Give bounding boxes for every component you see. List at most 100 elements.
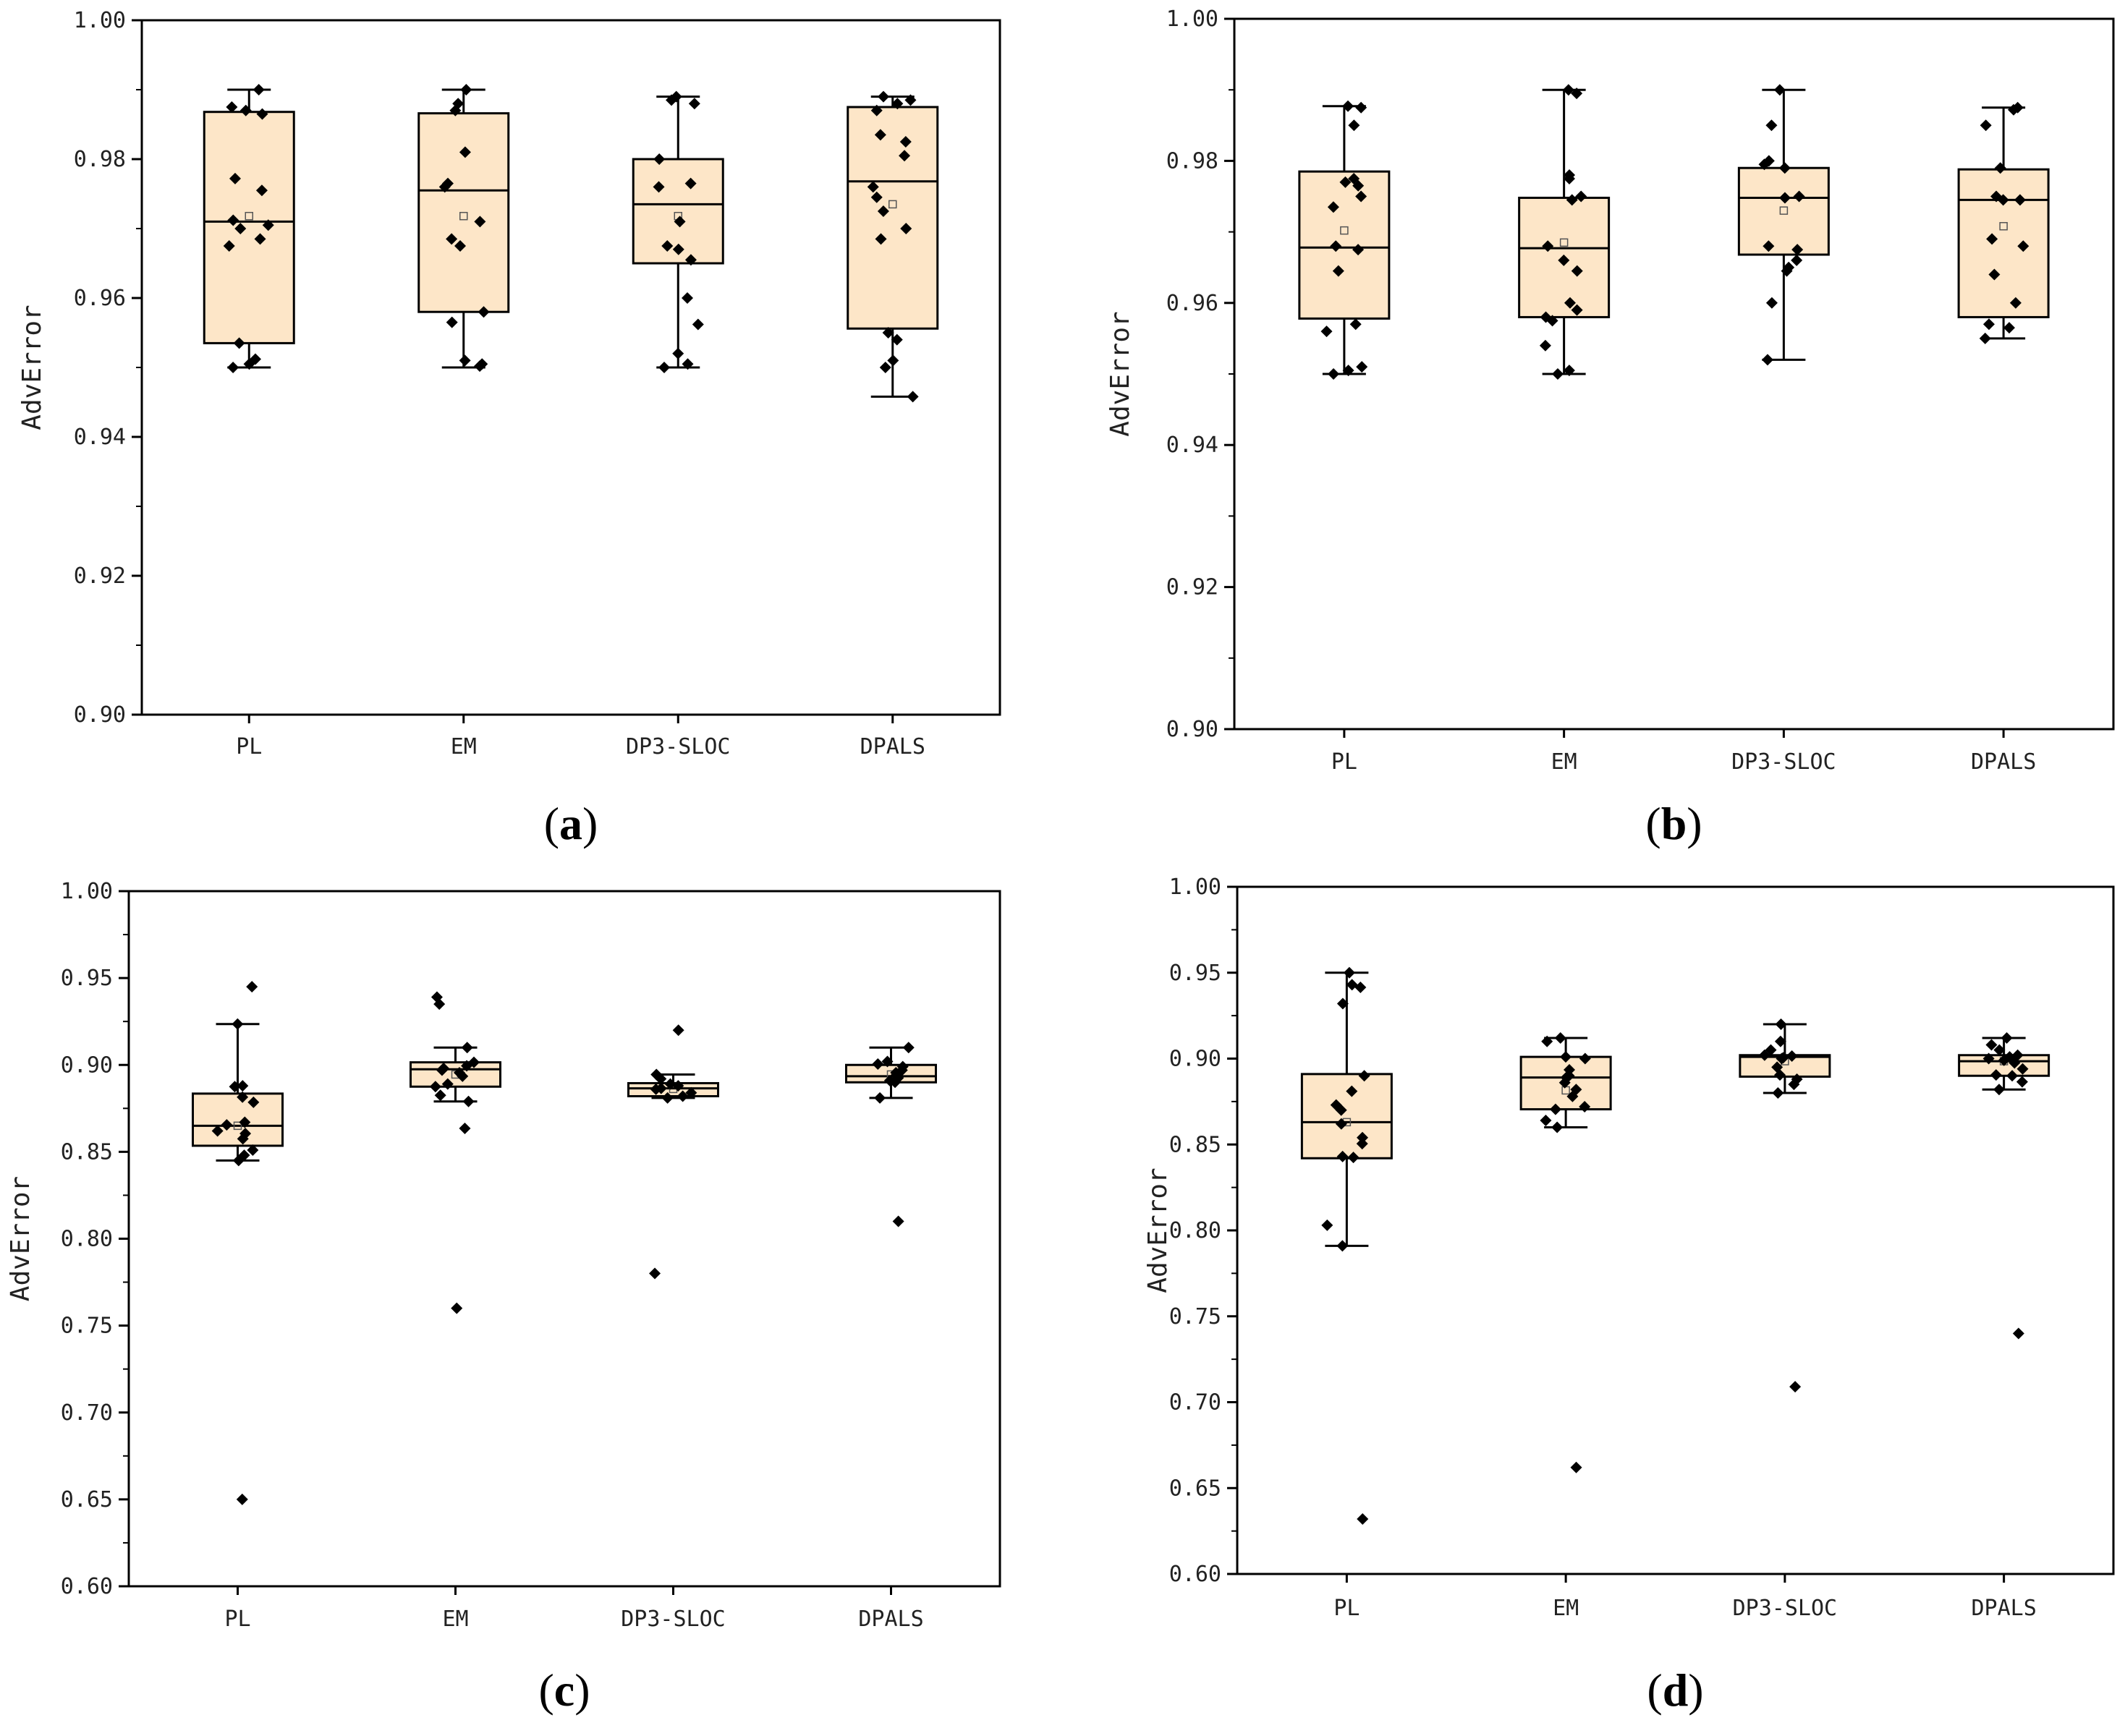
x-category-label: DP3-SLOC — [1731, 749, 1836, 775]
panel-label-letter: d — [1663, 1664, 1689, 1716]
data-point — [239, 1116, 251, 1128]
data-point — [1335, 1104, 1347, 1116]
data-point — [254, 233, 266, 245]
panel-label-letter: a — [559, 798, 582, 849]
data-point — [1336, 997, 1349, 1010]
data-point — [460, 84, 472, 95]
x-category-label: PL — [1331, 749, 1357, 775]
data-point — [459, 146, 471, 158]
data-point — [229, 172, 241, 184]
data-point — [237, 1080, 249, 1092]
data-point — [1540, 1115, 1552, 1126]
y-tick-label: 0.92 — [74, 563, 126, 589]
data-point — [878, 90, 890, 103]
data-point — [1551, 368, 1564, 380]
x-category-label: DP3-SLOC — [626, 734, 731, 760]
box-em — [417, 84, 510, 373]
data-point — [1549, 1103, 1561, 1115]
data-point — [653, 153, 666, 165]
panel-label-open: ( — [544, 798, 559, 849]
y-tick-label: 0.75 — [1169, 1304, 1221, 1329]
data-point — [446, 233, 458, 245]
box-em — [410, 991, 501, 1314]
data-point — [891, 98, 904, 110]
iqr-box — [1519, 1055, 1612, 1111]
iqr-box — [847, 106, 939, 330]
box-dpals — [1958, 1032, 2050, 1340]
data-point — [1778, 162, 1791, 174]
data-point — [223, 240, 235, 252]
data-point — [887, 354, 899, 367]
iqr-box — [1737, 166, 1830, 256]
data-point — [1354, 981, 1367, 993]
data-point — [1772, 1087, 1784, 1099]
y-axis-title: AdvError — [6, 1176, 35, 1301]
panel-label: (c) — [538, 1664, 590, 1716]
y-tick-label: 1.00 — [74, 8, 126, 33]
data-point — [661, 1092, 674, 1104]
data-point — [1765, 119, 1778, 132]
y-tick-label: 0.80 — [61, 1227, 113, 1252]
x-category-label: EM — [442, 1607, 468, 1632]
mean-marker — [245, 211, 253, 221]
data-point — [881, 1055, 894, 1068]
x-category-label: PL — [224, 1607, 250, 1632]
x-category-label: DPALS — [1971, 749, 2036, 775]
y-tick-label: 1.00 — [61, 879, 113, 904]
data-point — [2001, 1032, 2013, 1044]
plot-frame — [1236, 885, 2115, 1575]
data-point — [462, 1095, 475, 1107]
data-point — [1579, 1052, 1591, 1065]
data-point — [233, 337, 245, 349]
data-point — [1994, 162, 2006, 174]
panel-d: 0.60 0.65 0.70 0.75 0.80 0.85 0.90 0.95 1.00 AdvE… — [1143, 875, 2115, 1716]
data-point — [1356, 361, 1368, 373]
data-point — [253, 84, 265, 95]
data-point — [655, 1073, 667, 1085]
data-point — [1558, 1076, 1571, 1089]
data-point — [649, 1267, 661, 1280]
iqr-box — [192, 1092, 284, 1147]
plot-frame — [127, 890, 1001, 1588]
data-point — [653, 181, 665, 193]
panel-c: 0.60 0.65 0.70 0.75 0.80 0.85 0.90 0.95 1.00 AdvE… — [6, 879, 1001, 1716]
x-category-label: PL — [1333, 1596, 1360, 1621]
data-point — [685, 1086, 697, 1099]
data-point — [1990, 1069, 2002, 1081]
y-tick-label: 0.80 — [1169, 1218, 1221, 1243]
y-axis-title: AdvError — [1106, 311, 1135, 436]
iqr-box — [203, 111, 295, 344]
data-point — [1765, 297, 1778, 309]
y-tick-label: 0.98 — [74, 147, 126, 172]
panel-label-letter: b — [1661, 798, 1687, 849]
data-point — [1579, 1101, 1591, 1112]
x-category-label: EM — [1553, 1596, 1579, 1621]
y-tick-label: 0.98 — [1166, 148, 1218, 174]
data-point — [907, 391, 919, 403]
y-tick-label: 0.70 — [61, 1400, 113, 1426]
data-point — [436, 1064, 448, 1076]
y-tick-label: 0.90 — [1166, 717, 1218, 742]
box-dp3-sloc — [632, 90, 724, 373]
panel-label: (d) — [1647, 1664, 1703, 1716]
y-tick-label: 0.75 — [61, 1314, 113, 1339]
data-point — [478, 306, 490, 318]
data-point — [232, 1154, 245, 1167]
x-category-label: DPALS — [858, 1607, 923, 1632]
data-point — [1564, 297, 1576, 309]
y-tick-label: 0.90 — [1169, 1047, 1221, 1072]
data-point — [256, 108, 268, 120]
x-category-label: EM — [1551, 749, 1577, 775]
data-point — [255, 184, 268, 197]
data-point — [877, 205, 889, 217]
data-point — [461, 1042, 473, 1054]
data-point — [229, 1081, 241, 1093]
data-point — [664, 1078, 676, 1090]
data-point — [1773, 84, 1786, 96]
x-category-label: DP3-SLOC — [621, 1607, 726, 1632]
y-tick-label: 0.70 — [1169, 1390, 1221, 1416]
data-point — [1778, 192, 1791, 204]
data-point — [2012, 1327, 2024, 1340]
y-tick-label: 0.60 — [61, 1574, 113, 1599]
y-tick-label: 0.95 — [1169, 961, 1221, 986]
